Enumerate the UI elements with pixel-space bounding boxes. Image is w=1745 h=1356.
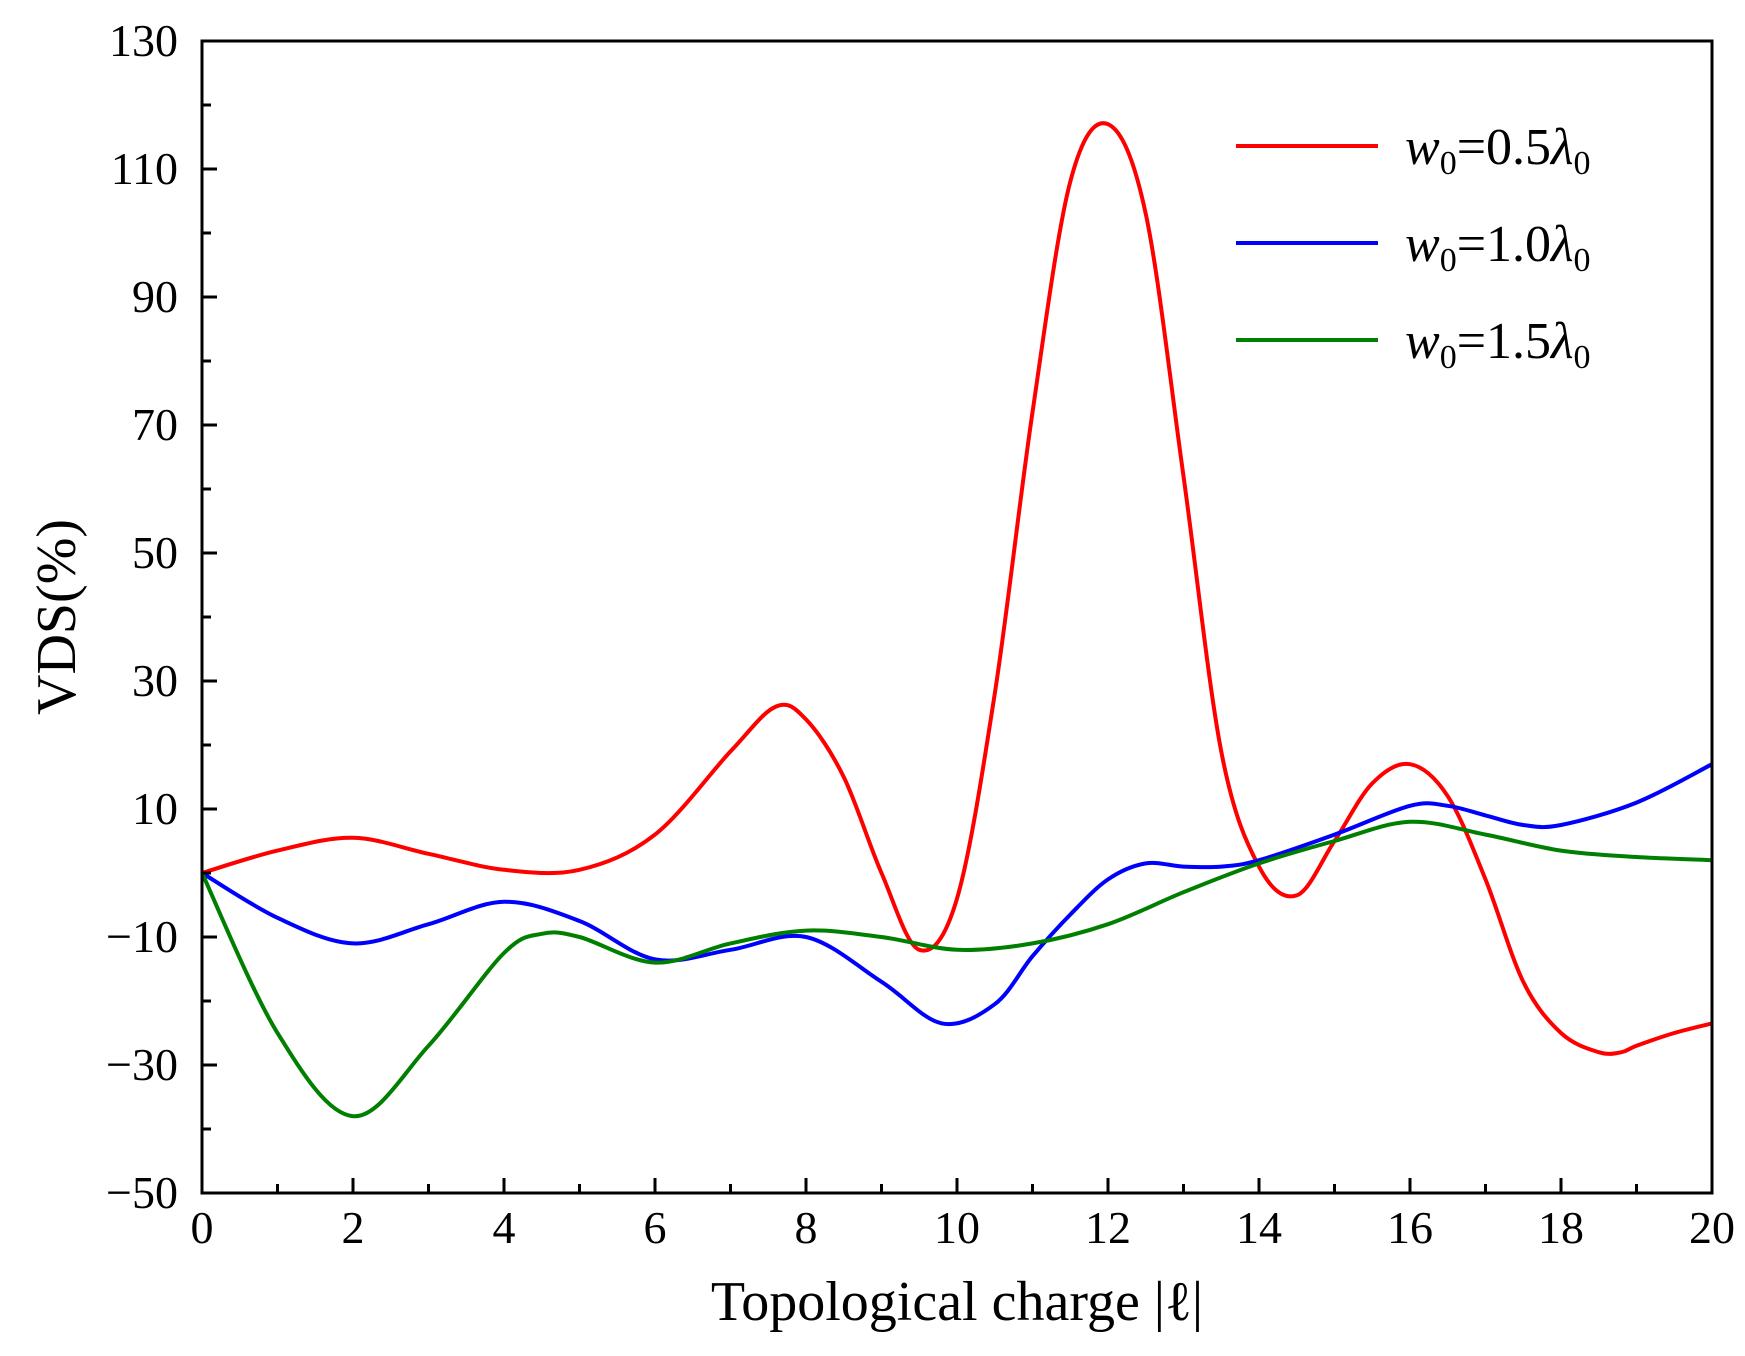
y-tick-label: 110: [111, 143, 178, 194]
legend-label: w0=1.5λ0: [1405, 313, 1591, 376]
x-tick-label: 20: [1689, 1202, 1735, 1253]
y-tick-label: 70: [132, 399, 178, 450]
plot-frame: [200, 39, 1714, 1195]
x-tick-label: 2: [342, 1202, 365, 1253]
y-tick-label: −30: [106, 1039, 178, 1090]
x-tick-label: 16: [1387, 1202, 1433, 1253]
axes: 0 2 4 6 8 10 12 14 16 18 20 −50 −30 −10 10 30 50 70 90 110 1…: [106, 15, 1735, 1253]
x-tick-label: 6: [644, 1202, 667, 1253]
plot-area: [202, 121, 1712, 1119]
x-tick-label: 8: [795, 1202, 818, 1253]
y-tick-label: −10: [106, 911, 178, 962]
y-tick-label: −50: [106, 1167, 178, 1218]
legend-item-3: w0=1.5λ0: [1236, 313, 1591, 376]
series-line-3: [202, 819, 1712, 1119]
y-tick-label: 10: [132, 783, 178, 834]
y-axis-title: VDS(%): [26, 519, 88, 715]
x-tick-label: 0: [191, 1202, 214, 1253]
x-tick-label: 12: [1085, 1202, 1131, 1253]
y-tick-label: 90: [132, 271, 178, 322]
x-tick-label: 10: [934, 1202, 980, 1253]
x-tick-label: 4: [493, 1202, 516, 1253]
x-axis-title: Topological charge |ℓ|: [711, 1271, 1203, 1333]
legend: w0=0.5λ0 w0=1.0λ0 w0=1.5λ0: [1236, 119, 1591, 376]
x-tick-label: 14: [1236, 1202, 1282, 1253]
y-tick-label: 130: [109, 15, 178, 66]
legend-item-2: w0=1.0λ0: [1236, 216, 1591, 279]
series-group: [202, 121, 1712, 1119]
legend-label: w0=0.5λ0: [1405, 119, 1591, 182]
legend-label: w0=1.0λ0: [1405, 216, 1591, 279]
legend-item-1: w0=0.5λ0: [1236, 119, 1591, 182]
x-tick-label: 18: [1538, 1202, 1584, 1253]
y-tick-label: 30: [132, 655, 178, 706]
series-line-1: [202, 121, 1712, 1056]
series-line-2: [202, 762, 1712, 1027]
y-tick-label: 50: [132, 527, 178, 578]
